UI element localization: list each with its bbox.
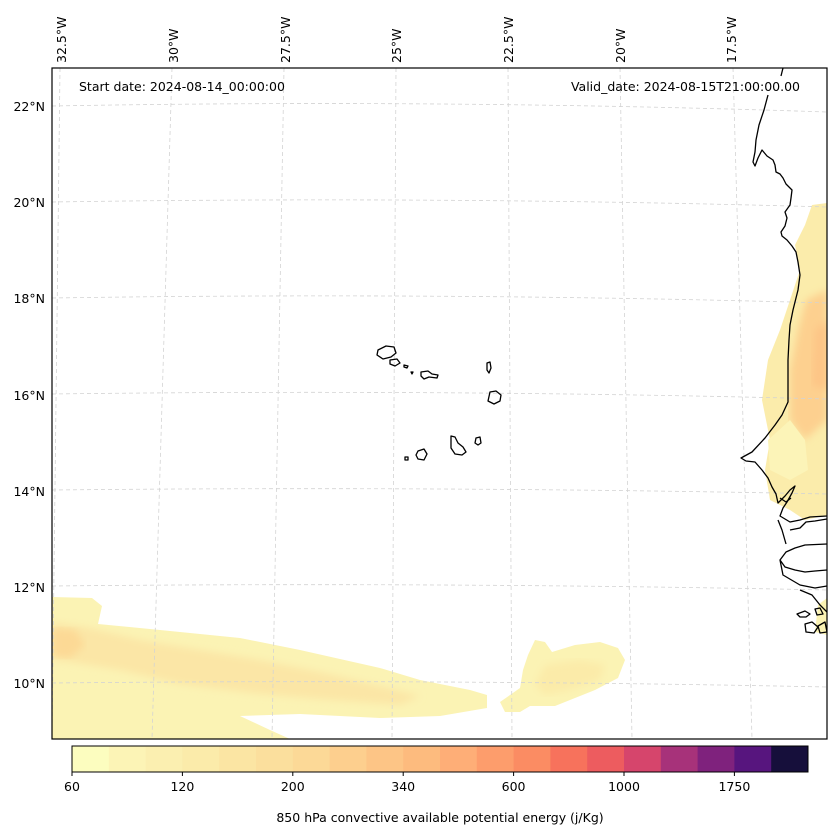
lat-label: 18°N [13,291,45,306]
coastline [740,68,827,634]
longitude-labels: 32.5°W 30°W 27.5°W 25°W 22.5°W 20°W 17.5… [54,17,739,63]
colorbar-segment [329,746,367,772]
lat-label: 12°N [13,580,45,595]
colorbar-tick-label: 340 [391,779,415,794]
cape-verde-islands [376,345,502,461]
island-maio [474,436,482,446]
colorbar-border [71,745,809,773]
start-date-label: Start date: 2024-08-14_00:00:00 [79,79,285,94]
valid-date-label: Valid_date: 2024-08-15T21:00:00.00 [571,79,800,94]
colorbar-segment [292,746,331,772]
cape-area-coastal-west-edge [768,420,808,480]
lat-label: 20°N [13,195,45,210]
cape-field [52,203,827,739]
colorbar-segment [660,746,699,772]
lon-label: 22.5°W [501,17,516,63]
colorbar-tick-label: 200 [281,779,305,794]
gridlines [52,68,827,739]
bijagos-island-2 [814,607,824,616]
colorbar-segment [587,746,625,772]
colorbar-segment [108,746,147,772]
colorbar-segment [366,746,404,772]
lat-label: 22°N [13,99,45,114]
lon-label: 32.5°W [54,17,69,63]
island-santiago [450,435,467,456]
colorbar-tick-label: 1750 [718,779,750,794]
colorbar: 60 120 200 340 600 1000 1750 [64,745,809,794]
senegal-river-coast [779,497,827,531]
colorbar-label: 850 hPa convective available potential e… [276,810,603,825]
colorbar-segment [771,746,809,772]
colorbar-segment [697,746,735,772]
colorbar-segment [403,746,441,772]
colorbar-segment [734,746,772,772]
lon-label: 27.5°W [278,17,293,63]
island-sal [486,361,492,374]
lon-label: 30°W [166,28,181,63]
colorbar-segment [476,746,515,772]
colorbar-segment [513,746,551,772]
cape-area-coastal-core [790,290,827,440]
map-frame [51,67,828,740]
colorbar-tick-label: 60 [64,779,80,794]
colorbar-segment [182,746,220,772]
bijagos-island-1 [796,610,811,618]
island-sao-vicente [389,358,401,367]
cape-area-coastal-peak [812,320,827,390]
bijagos-island-3 [804,621,819,634]
colorbar-segment [624,746,662,772]
colorbar-tick-label: 120 [170,779,194,794]
island-sao-nicolau [420,370,439,380]
african-coastline [740,68,827,613]
colorbar-segment [219,746,257,772]
island-brava [404,456,409,461]
island-santa-luzia [403,364,409,369]
island-raso [410,371,414,375]
colorbar-segment [72,746,110,772]
colorbar-segment [256,746,294,772]
colorbar-tick-label: 600 [502,779,526,794]
cape-area-central-core [535,660,605,695]
lon-label: 20°W [613,28,628,63]
colorbar-tick-label: 1000 [608,779,640,794]
island-santo-antao [376,345,397,360]
cape-area-southwest-core [52,622,420,705]
island-boa-vista [487,390,502,405]
colorbar-segment [145,746,183,772]
colorbar-segment [440,746,478,772]
colorbar-segment [550,746,588,772]
lat-label: 14°N [13,484,45,499]
latitude-labels: 22°N 20°N 18°N 16°N 14°N 12°N 10°N [13,99,45,691]
lon-label: 25°W [389,28,404,63]
cape-area-southwest-peak [52,628,85,658]
cape-area-south-strip [52,716,200,739]
lat-label: 10°N [13,676,45,691]
island-fogo [415,448,428,461]
lon-label: 17.5°W [724,17,739,63]
bijagos-island-4 [817,621,827,634]
lat-label: 16°N [13,388,45,403]
